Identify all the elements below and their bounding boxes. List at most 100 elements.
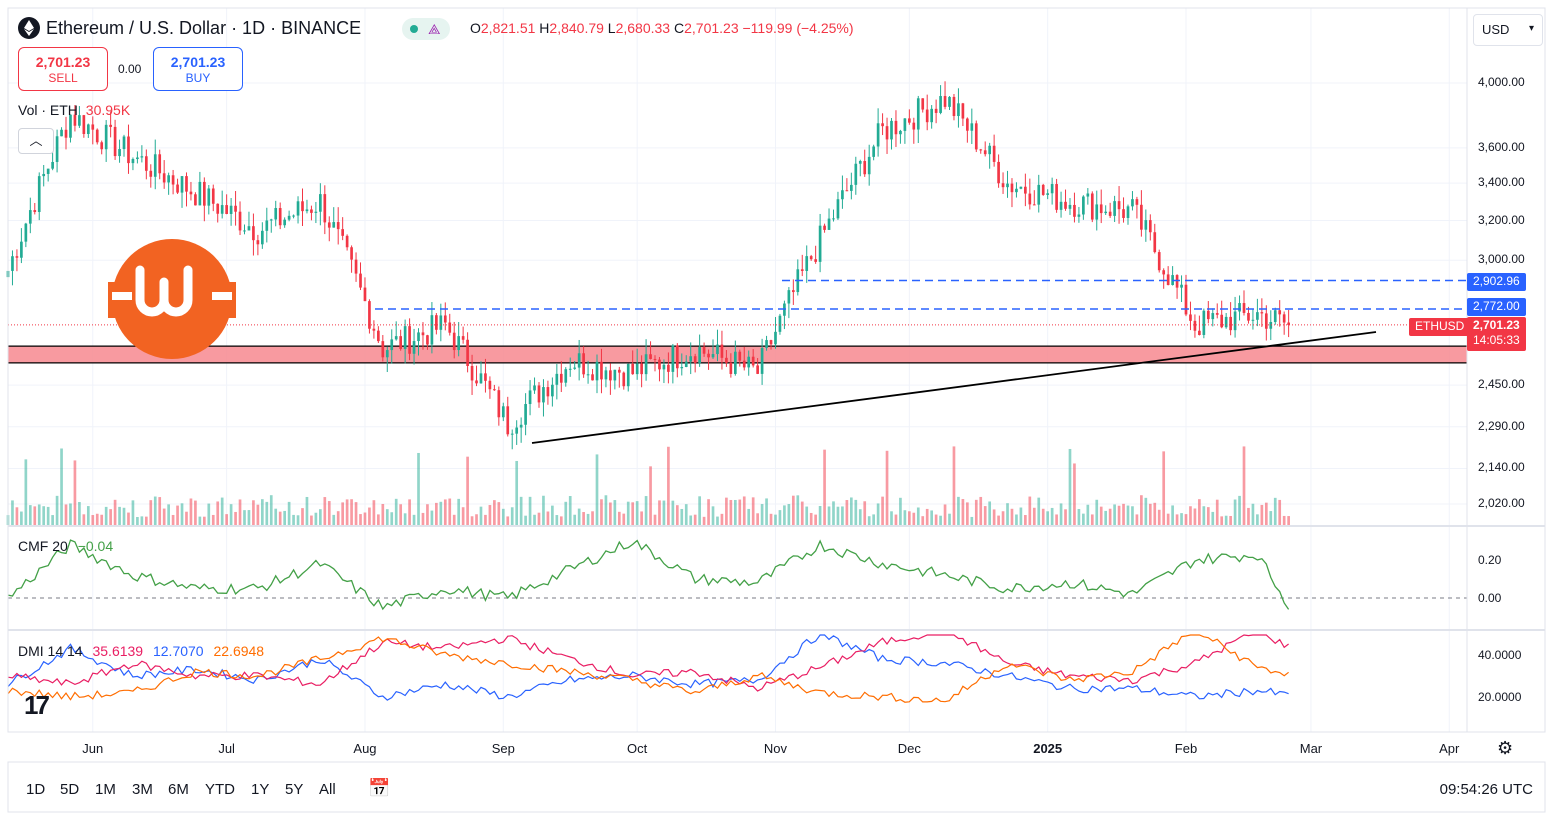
volume-bar [225,514,228,525]
candle-body [912,122,916,130]
di-minus-line [7,634,1289,692]
cmf-legend[interactable]: CMF 20 −0.04 [18,538,113,554]
candle-body [658,359,661,370]
candle-body [1117,201,1121,210]
gear-icon[interactable]: ⚙ [1497,738,1514,758]
volume-bar [55,495,59,525]
volume-bar [738,499,742,525]
volume-bar [1108,508,1112,525]
candle-body [716,344,719,355]
volume-bar [1037,497,1041,525]
tradingview-logo[interactable]: 17 [24,690,50,720]
dmi-value-1: 35.6139 [92,643,144,659]
collapse-legend-button[interactable]: ︿ [18,128,54,154]
candle-body [1108,211,1112,216]
buy-button[interactable]: 2,701.23 BUY [153,47,243,91]
candle-body [301,201,304,212]
candle-body [966,118,969,131]
high-value: 2,840.79 [549,20,604,36]
candle-body [1153,232,1157,253]
candle-body [867,156,871,175]
volume-bar [899,497,902,525]
volume-bar [1220,516,1224,525]
volume-bar [832,501,835,525]
candle-body [1247,312,1250,321]
volume-bar [622,513,626,525]
price-axis-label: 3,600.00 [1478,139,1525,154]
timeframe-5d[interactable]: 5D [60,781,80,798]
sell-button[interactable]: 2,701.23 SELL [18,47,108,91]
volume-bar [747,508,751,525]
volume-bar [524,515,527,525]
volume-bar [479,506,483,525]
date-range-icon[interactable]: 📅 [368,778,391,798]
market-status-toggle[interactable]: ⟁ [402,18,450,40]
market-open-dot [410,25,418,33]
volume-bar [488,505,492,525]
candle-body [850,184,853,191]
symbol-title[interactable]: Ethereum / U.S. Dollar · 1D · BINANCE [46,18,362,38]
candle-body [381,341,385,358]
cmf-value: −0.04 [77,538,114,554]
candle-body [1260,312,1264,314]
volume-bar [568,496,572,525]
candle-body [707,353,710,358]
volume-bar [180,503,184,525]
candle-body [1166,274,1170,286]
dmi-legend[interactable]: DMI 14 14 35.6139 12.7070 22.6948 [18,643,264,659]
volume-bar [957,496,960,525]
volume-bar [1006,503,1009,525]
volume-bar [216,501,220,525]
volume-bar [1041,508,1045,525]
volume-bar [595,454,599,525]
utc-clock[interactable]: 09:54:26 UTC [1439,781,1533,798]
candle-body [426,335,429,345]
volume-bar [91,515,95,525]
candle-body [876,123,880,147]
time-axis-label: Jul [218,741,235,756]
timeframe-3m[interactable]: 3M [132,781,153,798]
candle-body [778,315,782,332]
candle-body [774,331,777,345]
volume-bar [243,510,246,525]
candle-body [470,365,474,381]
volume-bar [207,503,211,525]
timeframe-1d[interactable]: 1D [26,781,46,798]
level-price-tag: 2,902.96 [1467,273,1526,291]
volume-bar [769,513,773,525]
volume-bar [890,511,893,525]
volume-bar [1189,506,1192,525]
logo-dash-left [112,292,132,300]
timeframe-all[interactable]: All [319,781,336,798]
time-axis-label: Aug [353,741,377,756]
candle-body [261,230,264,245]
volume-bar [894,514,898,525]
volume-legend[interactable]: Vol · ETH 30.95K [18,102,130,118]
candle-body [693,356,697,364]
volume-bar [850,497,853,525]
volume-bar [64,504,68,525]
time-axis-label: Apr [1439,741,1460,756]
timeframe-1y[interactable]: 1Y [251,781,270,798]
volume-bar [1171,505,1174,525]
volume-bar [1256,514,1259,525]
volume-bar [305,496,309,525]
volume-bar [501,508,505,525]
candle-body [805,256,809,271]
support-zone-band [8,346,1467,363]
candle-body [1099,204,1103,214]
candle-body [461,336,465,340]
volume-bar [640,511,643,525]
volume-bar [493,500,496,525]
timeframe-1m[interactable]: 1M [95,781,116,798]
currency-select[interactable]: USD ▾ [1473,14,1543,46]
timeframe-6m[interactable]: 6M [168,781,189,798]
timeframe-5y[interactable]: 5Y [285,781,304,798]
volume-bar [341,502,344,525]
candle-body [1122,209,1125,218]
volume-bar [787,504,791,525]
timeframe-ytd[interactable]: YTD [205,781,235,798]
candle-body [1202,310,1206,335]
candle-body [435,315,438,330]
